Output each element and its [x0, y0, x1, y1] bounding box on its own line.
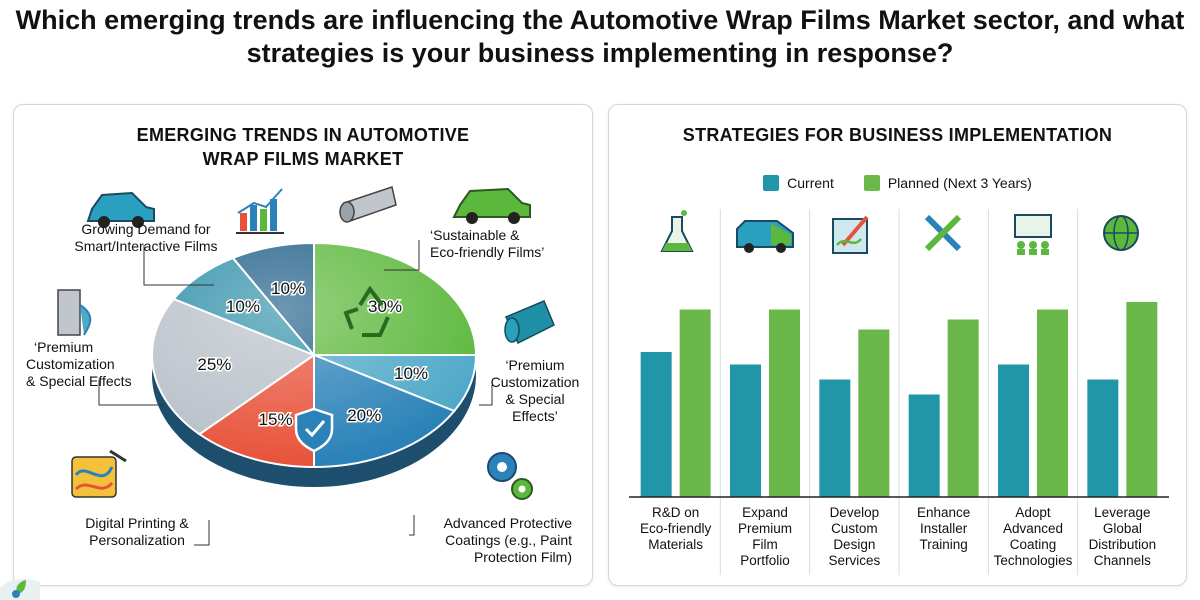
- pie-slice-label-3: 15%: [259, 410, 293, 429]
- pie-slice-label-6: 10%: [271, 279, 305, 298]
- leader-growing: [143, 245, 214, 286]
- legend-label-current: Current: [787, 175, 834, 191]
- pie-slice-label-2: 20%: [347, 406, 381, 425]
- category-label-5: Leverage Global Distribution Channels: [1088, 505, 1157, 568]
- flask-icon: [660, 210, 694, 252]
- bar-chart-icon: [236, 188, 284, 234]
- callout-growing-demand: Growing Demand for Smart/Interactive Fil…: [74, 221, 218, 254]
- callout-advanced-coatings: Advanced Protective Coatings (e.g., Pain…: [443, 515, 572, 565]
- pie-slice-label-0: 30%: [368, 297, 402, 316]
- teal-roll-icon: [504, 300, 555, 345]
- shield-check-icon: [294, 407, 334, 453]
- film-roll-left-icon: [57, 289, 92, 336]
- leader-premium-left: [98, 380, 164, 406]
- pencil-art-icon: [71, 449, 127, 498]
- strategies-bar-chart: [629, 209, 1169, 575]
- chart-legend: Current Planned (Next 3 Years): [609, 175, 1186, 191]
- chart-title: STRATEGIES FOR BUSINESS IMPLEMENTATION: [682, 125, 1113, 145]
- callout-premium-right: ‘Premium Customization & Special Effects…: [490, 357, 580, 424]
- pie-slice-label-4: 25%: [197, 355, 231, 374]
- film-roll-icon: [339, 186, 397, 223]
- logo-icon: [0, 578, 40, 600]
- bar-current-2: [819, 379, 851, 497]
- bar-planned-4: [1037, 309, 1068, 497]
- legend-swatch-planned: [863, 175, 880, 191]
- callout-digital-printing: Digital Printing & Personalization: [85, 515, 189, 548]
- leader-advanced: [409, 515, 415, 536]
- category-label-3: Enhance Installer Training: [917, 505, 971, 552]
- bar-planned-0: [679, 309, 711, 497]
- recycle-icon: [343, 285, 390, 337]
- category-label-1: Expand Premium Film Portfolio: [737, 505, 792, 568]
- strategies-panel: STRATEGIES FOR BUSINESS IMPLEMENTATION C…: [608, 104, 1187, 586]
- legend-item-current: Current: [763, 175, 834, 191]
- tools-icon: [924, 214, 962, 252]
- page-title: Which emerging trends are influencing th…: [15, 5, 1185, 68]
- leader-premium-right: [479, 385, 493, 406]
- category-label-2: Develop Custom Design Services: [828, 505, 881, 568]
- bar-planned-1: [769, 309, 800, 497]
- bar-planned-5: [1126, 302, 1158, 497]
- car-icon-top-left: [86, 191, 155, 228]
- green-car-icon: [452, 187, 531, 224]
- leader-sustainable: [384, 240, 420, 271]
- legend-swatch-current: [763, 175, 780, 191]
- globe-icon: [1103, 215, 1139, 251]
- trends-panel: EMERGING TRENDS IN AUTOMOTIVE WRAP FILMS…: [13, 104, 593, 586]
- trends-title: EMERGING TRENDS IN AUTOMOTIVE WRAP FILMS…: [136, 125, 470, 169]
- category-label-0: R&D on Eco-friendly Materials: [640, 505, 712, 552]
- design-pencil-icon: [832, 215, 869, 254]
- bar-current-1: [730, 364, 761, 497]
- pie-slice-label-5: 10%: [226, 297, 260, 316]
- bar-current-3: [908, 394, 940, 497]
- pie-slice-label-1: 10%: [394, 364, 428, 383]
- gears-icon: [487, 452, 533, 500]
- legend-item-planned: Planned (Next 3 Years): [863, 175, 1032, 191]
- presentation-icon: [1014, 214, 1052, 255]
- bar-current-5: [1087, 379, 1119, 497]
- leader-digital: [194, 520, 210, 546]
- van-icon: [736, 220, 794, 253]
- callout-sustainable: ‘Sustainable & Eco-friendly Films’: [430, 227, 545, 260]
- bar-planned-2: [858, 329, 890, 497]
- bar-current-0: [640, 352, 672, 497]
- legend-label-planned: Planned (Next 3 Years): [887, 175, 1032, 191]
- bar-current-4: [998, 364, 1029, 497]
- callout-premium-left: ‘Premium Customization & Special Effects: [26, 339, 132, 389]
- bar-planned-3: [947, 319, 979, 497]
- category-label-4: Adopt Advanced Coating Technologies: [993, 505, 1073, 568]
